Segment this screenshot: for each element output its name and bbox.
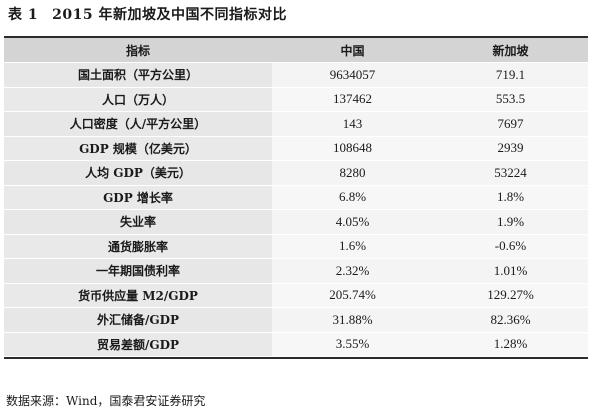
comparison-table-container: 指标 中国 新加坡 国土面积（平方公里） 9634057 719.1 人口（万人） 13… xyxy=(4,36,588,359)
china-value-cell: 1.6% xyxy=(272,234,433,259)
china-value-cell: 8280 xyxy=(272,160,433,186)
header-indicator: 指标 xyxy=(4,38,272,63)
singapore-value-cell: 1.9% xyxy=(433,209,588,235)
indicator-cell: 货币供应量 M2/GDP xyxy=(4,283,272,308)
header-china: 中国 xyxy=(272,38,433,63)
data-source-note: 数据来源：Wind，国泰君安证券研究 xyxy=(6,394,206,408)
table-header-row: 指标 中国 新加坡 xyxy=(4,38,588,63)
china-value-cell: 3.55% xyxy=(272,332,433,357)
singapore-value-cell: 7697 xyxy=(433,111,588,137)
table-row: 通货膨胀率 1.6% -0.6% xyxy=(4,234,588,259)
china-value-cell: 9634057 xyxy=(272,62,433,88)
table-row: 货币供应量 M2/GDP 205.74% 129.27% xyxy=(4,283,588,308)
indicator-cell: 贸易差额/GDP xyxy=(4,332,272,357)
header-singapore: 新加坡 xyxy=(433,38,588,63)
indicator-cell: GDP 规模（亿美元） xyxy=(4,136,272,161)
china-value-cell: 2.32% xyxy=(272,258,433,284)
china-value-cell: 137462 xyxy=(272,87,433,112)
indicator-cell: 外汇储备/GDP xyxy=(4,307,272,333)
comparison-table: 指标 中国 新加坡 国土面积（平方公里） 9634057 719.1 人口（万人） 13… xyxy=(4,38,588,357)
china-value-cell: 4.05% xyxy=(272,209,433,235)
singapore-value-cell: 53224 xyxy=(433,160,588,186)
table-row: 失业率 4.05% 1.9% xyxy=(4,209,588,235)
table-body: 国土面积（平方公里） 9634057 719.1 人口（万人） 137462 553.5 人… xyxy=(4,62,588,357)
singapore-value-cell: 1.8% xyxy=(433,185,588,210)
singapore-value-cell: 2939 xyxy=(433,136,588,161)
indicator-cell: 人口密度（人/平方公里） xyxy=(4,111,272,137)
indicator-cell: 失业率 xyxy=(4,209,272,235)
singapore-value-cell: 553.5 xyxy=(433,87,588,112)
singapore-value-cell: 82.36% xyxy=(433,307,588,333)
table-number: 表 1 xyxy=(8,7,39,23)
singapore-value-cell: 719.1 xyxy=(433,62,588,88)
table-caption: 表 1 2015 年新加坡及中国不同指标对比 xyxy=(4,4,287,24)
indicator-cell: 人均 GDP（美元） xyxy=(4,160,272,186)
table-row: 一年期国债利率 2.32% 1.01% xyxy=(4,258,588,284)
table-title: 2015 年新加坡及中国不同指标对比 xyxy=(52,7,287,23)
indicator-cell: 国土面积（平方公里） xyxy=(4,62,272,88)
singapore-value-cell: 1.28% xyxy=(433,332,588,357)
table-row: 人均 GDP（美元） 8280 53224 xyxy=(4,160,588,186)
table-row: GDP 增长率 6.8% 1.8% xyxy=(4,185,588,210)
table-row: 国土面积（平方公里） 9634057 719.1 xyxy=(4,62,588,88)
singapore-value-cell: -0.6% xyxy=(433,234,588,259)
table-row: GDP 规模（亿美元） 108648 2939 xyxy=(4,136,588,161)
indicator-cell: GDP 增长率 xyxy=(4,185,272,210)
china-value-cell: 143 xyxy=(272,111,433,137)
singapore-value-cell: 129.27% xyxy=(433,283,588,308)
china-value-cell: 31.88% xyxy=(272,307,433,333)
table-row: 人口密度（人/平方公里） 143 7697 xyxy=(4,111,588,137)
china-value-cell: 108648 xyxy=(272,136,433,161)
table-row: 贸易差额/GDP 3.55% 1.28% xyxy=(4,332,588,357)
table-row: 人口（万人） 137462 553.5 xyxy=(4,87,588,112)
china-value-cell: 6.8% xyxy=(272,185,433,210)
singapore-value-cell: 1.01% xyxy=(433,258,588,284)
indicator-cell: 一年期国债利率 xyxy=(4,258,272,284)
china-value-cell: 205.74% xyxy=(272,283,433,308)
table-row: 外汇储备/GDP 31.88% 82.36% xyxy=(4,307,588,333)
indicator-cell: 人口（万人） xyxy=(4,87,272,112)
indicator-cell: 通货膨胀率 xyxy=(4,234,272,259)
